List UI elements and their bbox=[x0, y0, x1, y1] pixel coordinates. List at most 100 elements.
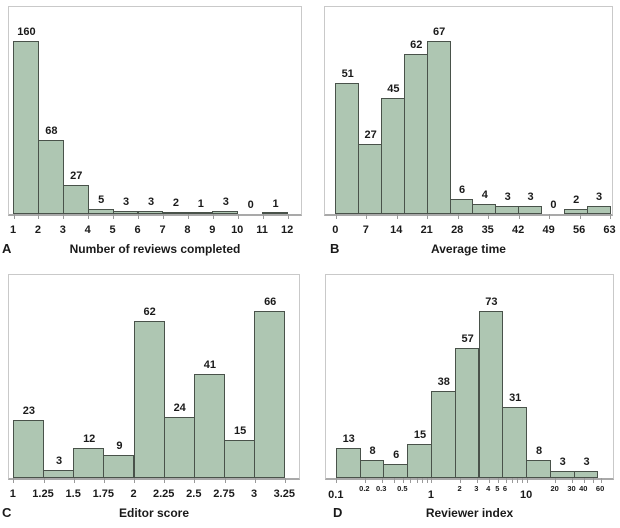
x-tick bbox=[511, 478, 513, 483]
bar bbox=[103, 455, 135, 478]
x-tick bbox=[187, 214, 189, 219]
x-tick bbox=[284, 478, 286, 483]
x-tick-label: 2 bbox=[457, 484, 462, 493]
plot-area-b: 51 27 45 62 67 6 4 3 3 0 2 3 bbox=[324, 6, 613, 219]
panel-letter-b: B bbox=[330, 241, 340, 256]
x-tick bbox=[518, 214, 520, 219]
x-tick bbox=[287, 214, 289, 219]
bar-count-label: 66 bbox=[264, 296, 277, 308]
x-tick-label: 5 bbox=[109, 224, 116, 236]
panel-d: 13 8 6 15 38 57 73 31 8 3 3 D Reviewer index 0.1 0.… bbox=[312, 264, 620, 528]
plot-area-c: 23 3 12 9 62 24 41 15 66 bbox=[8, 274, 300, 483]
bar-count-label: 3 bbox=[559, 456, 566, 468]
x-tick bbox=[460, 478, 462, 483]
x-tick bbox=[600, 478, 602, 483]
x-tick bbox=[254, 478, 256, 483]
bar-count-label: 5 bbox=[98, 194, 105, 206]
bar bbox=[495, 206, 520, 214]
x-tick bbox=[194, 478, 196, 483]
x-tick-label: 11 bbox=[256, 224, 268, 236]
bar bbox=[403, 54, 428, 214]
bar bbox=[12, 420, 44, 478]
x-tick-label: 1 bbox=[9, 224, 17, 236]
x-axis-title-d: Reviewer index bbox=[425, 506, 514, 520]
bar-count-label: 67 bbox=[432, 26, 446, 38]
bar-count-label: 31 bbox=[509, 392, 522, 404]
x-tick bbox=[488, 214, 490, 219]
x-axis-title-c: Editor score bbox=[118, 506, 190, 520]
bar-count-label: 41 bbox=[203, 359, 217, 371]
x-tick-label: 5 bbox=[495, 484, 500, 493]
x-tick bbox=[526, 478, 528, 483]
x-tick bbox=[555, 478, 557, 483]
x-tick bbox=[164, 478, 166, 483]
x-tick bbox=[366, 214, 368, 219]
panel-letter-c: C bbox=[2, 505, 12, 520]
bar-count-label: 12 bbox=[83, 433, 96, 445]
plot-area-d: 13 8 6 15 38 57 73 31 8 3 3 bbox=[325, 274, 614, 483]
x-tick bbox=[488, 478, 490, 483]
bar bbox=[407, 444, 432, 478]
x-tick bbox=[396, 214, 398, 219]
x-tick-label: 6 bbox=[134, 224, 141, 236]
bar-count-label: 2 bbox=[573, 194, 580, 206]
x-tick bbox=[427, 478, 429, 483]
bar-count-label: 1 bbox=[197, 198, 204, 210]
x-tick-label: 20 bbox=[550, 484, 559, 493]
x-tick-label: 2.75 bbox=[213, 488, 235, 500]
x-tick-label: 6 bbox=[502, 484, 508, 493]
x-tick bbox=[13, 214, 15, 219]
bar bbox=[335, 83, 360, 214]
x-tick-label: 10 bbox=[519, 489, 533, 501]
x-tick bbox=[572, 478, 573, 483]
bar-count-label: 3 bbox=[527, 191, 534, 203]
x-tick bbox=[335, 214, 337, 219]
panel-b: 51 27 45 62 67 6 4 3 3 0 2 3 B Average time 0 7 14 21 2… bbox=[312, 0, 620, 264]
bar bbox=[193, 374, 225, 478]
panel-letter-d: D bbox=[333, 505, 343, 520]
x-tick-label: 9 bbox=[209, 224, 216, 236]
x-tick bbox=[364, 478, 366, 483]
bar bbox=[254, 311, 286, 478]
x-axis-title-a: Number of reviews completed bbox=[69, 242, 241, 256]
x-tick bbox=[476, 478, 478, 483]
x-tick-label: 4 bbox=[84, 224, 91, 236]
bar bbox=[187, 212, 214, 214]
bar-count-label: 1 bbox=[272, 198, 279, 210]
bar-count-label: 57 bbox=[461, 333, 474, 345]
x-tick-label: 7 bbox=[362, 224, 369, 236]
x-tick-label: 2.5 bbox=[186, 488, 202, 500]
bar bbox=[43, 470, 75, 478]
x-tick bbox=[497, 478, 499, 483]
bar-count-label: 6 bbox=[393, 449, 400, 461]
x-tick-label: 3 bbox=[474, 484, 479, 493]
x-tick-label: 2 bbox=[130, 488, 137, 500]
bar bbox=[549, 471, 575, 478]
x-tick-label: 28 bbox=[451, 224, 464, 236]
x-tick-label: 3.25 bbox=[273, 488, 295, 500]
x-tick-label: 3 bbox=[59, 224, 66, 236]
x-tick bbox=[522, 478, 524, 483]
x-tick bbox=[88, 214, 90, 219]
bar-count-label: 27 bbox=[364, 129, 377, 141]
bar-count-label: 3 bbox=[504, 191, 511, 203]
bar bbox=[454, 348, 480, 478]
bar bbox=[137, 211, 164, 214]
bar-count-label: 62 bbox=[410, 39, 423, 51]
x-tick bbox=[593, 478, 595, 483]
bar bbox=[133, 321, 165, 478]
x-tick bbox=[393, 478, 395, 483]
x-tick bbox=[517, 478, 519, 483]
x-tick-label: 63 bbox=[603, 224, 616, 236]
x-tick-label: 0.1 bbox=[328, 489, 344, 501]
x-tick-label: 7 bbox=[159, 224, 166, 236]
x-tick bbox=[431, 478, 433, 483]
x-axis-title-b: Average time bbox=[431, 242, 506, 256]
x-tick-label: 21 bbox=[420, 224, 433, 236]
x-tick bbox=[262, 214, 264, 219]
x-tick bbox=[43, 478, 45, 483]
bar-count-label: 6 bbox=[458, 184, 466, 196]
x-tick-label: 1.5 bbox=[65, 488, 81, 500]
x-tick bbox=[13, 478, 15, 483]
bar bbox=[62, 185, 89, 214]
